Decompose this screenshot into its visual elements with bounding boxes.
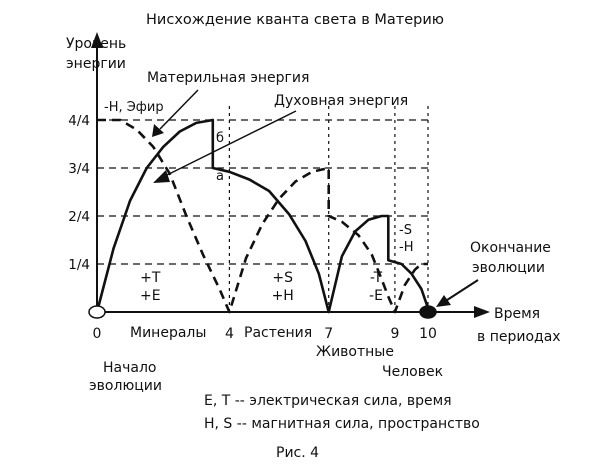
- series-lines: [95, 118, 430, 314]
- end-marker: [419, 305, 437, 319]
- y-axis-arrow-icon: [91, 32, 103, 48]
- x-tick-labels: 0 4 7 9 10: [93, 326, 437, 342]
- legend-note-1: E, T -- электрическая сила, время: [204, 393, 452, 409]
- region-label-line2: +E: [140, 288, 161, 304]
- x-tick-label: 7: [324, 326, 333, 342]
- y-tick-label: 4/4: [68, 113, 90, 129]
- region-label-line1: +T: [140, 270, 161, 286]
- region-label-line1: +S: [272, 270, 293, 286]
- callout-material-energy: Материльная энергия: [147, 70, 309, 86]
- x-tick-label: 9: [390, 326, 399, 342]
- x-axis-arrow-icon: [474, 306, 490, 318]
- legend-note-2: H, S -- магнитная сила, пространство: [204, 416, 480, 432]
- start-label-line2: эволюции: [89, 378, 162, 394]
- x-axis-label-line1: Время: [494, 306, 540, 322]
- chart-title: Нисхождение кванта света в Материю: [146, 12, 444, 28]
- period-label-animals: Животные: [316, 344, 394, 360]
- callout-spirit-pointer: [164, 110, 297, 177]
- x-tick-label: 4: [225, 326, 234, 342]
- callout-material-arrow-icon: [152, 124, 164, 137]
- y-tick-labels: 1/4 2/4 3/4 4/4: [68, 113, 90, 273]
- start-label-line1: Начало: [103, 360, 156, 376]
- annotation-b: б: [216, 131, 224, 146]
- x-tick-label: 10: [419, 326, 437, 342]
- end-label-line1: Окончание: [470, 240, 551, 256]
- x-tick-label: 0: [93, 326, 102, 342]
- grid-lines: [97, 104, 432, 312]
- period-label-human: Человек: [382, 364, 443, 380]
- y-tick-label: 2/4: [68, 209, 90, 225]
- end-label-arrow-icon: [436, 295, 451, 307]
- y-axis-label-line2: энергии: [66, 56, 126, 72]
- annotation-right-h: -H: [399, 240, 413, 255]
- period-label-plants: Растения: [244, 325, 312, 341]
- figure-caption: Рис. 4: [276, 445, 319, 461]
- region-labels: +T +E +S +H -T -E: [140, 270, 383, 304]
- period-label-minerals: Минералы: [130, 325, 206, 341]
- callout-spirit-arrow-icon: [153, 170, 170, 183]
- region-label-line1: -T: [370, 270, 383, 286]
- y-tick-label: 3/4: [68, 161, 90, 177]
- end-label-pointer: [443, 279, 479, 303]
- annotation-top-left: -H, Эфир: [104, 100, 164, 115]
- series-line-1: [97, 118, 428, 314]
- region-label-line2: +H: [272, 288, 294, 304]
- series-line-0: [95, 118, 430, 314]
- axes: [91, 32, 490, 318]
- x-axis-label-line2: в периодах: [477, 329, 561, 345]
- annotation-right-s: -S: [399, 223, 412, 238]
- callout-spirit-energy: Духовная энергия: [274, 93, 408, 109]
- callout-material-pointer: [159, 89, 199, 130]
- end-label-line2: эволюции: [472, 260, 545, 276]
- region-label-line2: -E: [369, 288, 383, 304]
- annotation-a: a: [216, 169, 224, 184]
- start-marker: [88, 305, 106, 319]
- y-tick-label: 1/4: [68, 257, 90, 273]
